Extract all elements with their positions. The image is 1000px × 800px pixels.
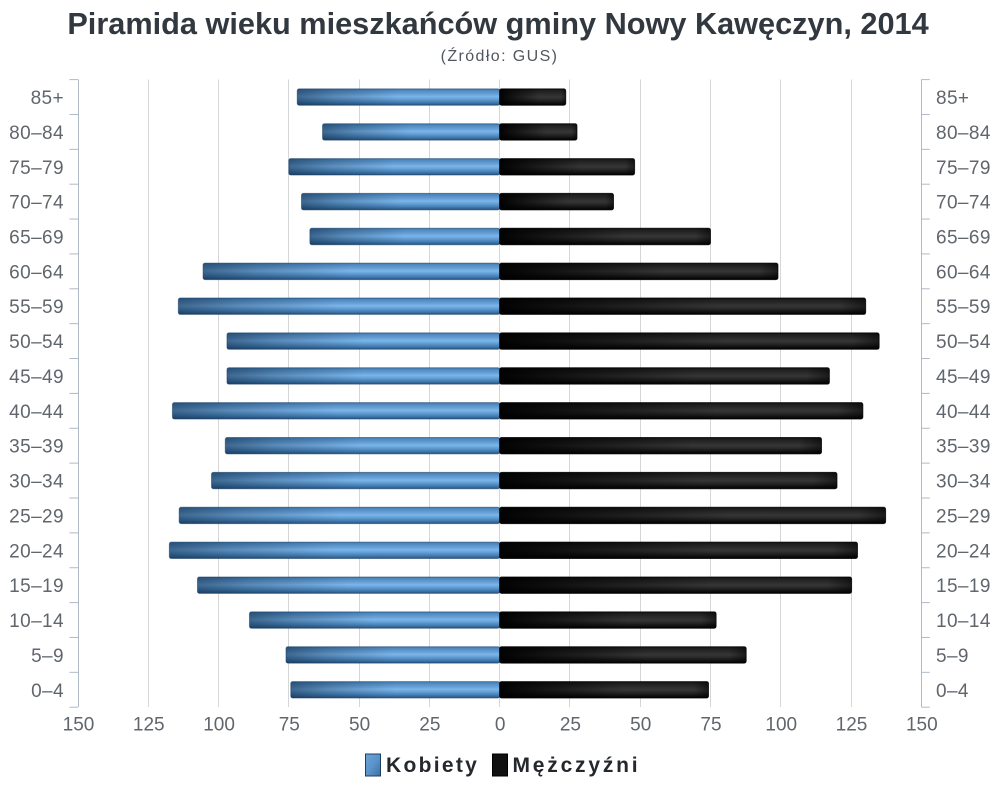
- svg-text:50: 50: [630, 715, 651, 736]
- svg-text:75: 75: [279, 715, 300, 736]
- svg-text:25: 25: [419, 715, 440, 736]
- svg-text:75–79: 75–79: [936, 158, 991, 179]
- svg-text:70–74: 70–74: [936, 193, 991, 214]
- svg-text:150: 150: [63, 715, 95, 736]
- svg-text:50–54: 50–54: [936, 332, 991, 353]
- svg-text:15–19: 15–19: [936, 576, 991, 597]
- svg-text:50: 50: [349, 715, 370, 736]
- svg-text:55–59: 55–59: [9, 297, 64, 318]
- svg-text:30–34: 30–34: [936, 472, 991, 493]
- svg-text:Kobiety: Kobiety: [386, 754, 479, 777]
- svg-text:5–9: 5–9: [31, 646, 64, 667]
- svg-text:45–49: 45–49: [936, 367, 991, 388]
- svg-text:25: 25: [560, 715, 581, 736]
- svg-text:125: 125: [836, 715, 868, 736]
- svg-text:150: 150: [906, 715, 938, 736]
- svg-text:15–19: 15–19: [9, 576, 64, 597]
- svg-text:10–14: 10–14: [936, 611, 991, 632]
- svg-text:25–29: 25–29: [936, 506, 991, 527]
- svg-text:40–44: 40–44: [936, 402, 991, 423]
- svg-text:50–54: 50–54: [9, 332, 64, 353]
- svg-text:10–14: 10–14: [9, 611, 64, 632]
- svg-text:100: 100: [765, 715, 797, 736]
- svg-text:125: 125: [133, 715, 165, 736]
- svg-text:65–69: 65–69: [936, 228, 991, 249]
- svg-text:85+: 85+: [31, 88, 64, 109]
- svg-text:0: 0: [495, 715, 506, 736]
- svg-text:20–24: 20–24: [936, 541, 991, 562]
- svg-text:5–9: 5–9: [936, 646, 969, 667]
- svg-text:25–29: 25–29: [9, 506, 64, 527]
- svg-text:100: 100: [203, 715, 235, 736]
- svg-text:60–64: 60–64: [9, 262, 64, 283]
- svg-text:20–24: 20–24: [9, 541, 64, 562]
- svg-text:35–39: 35–39: [9, 437, 64, 458]
- svg-text:0–4: 0–4: [31, 681, 64, 702]
- svg-text:40–44: 40–44: [9, 402, 64, 423]
- svg-text:35–39: 35–39: [936, 437, 991, 458]
- svg-text:80–84: 80–84: [9, 123, 64, 144]
- svg-text:0–4: 0–4: [936, 681, 969, 702]
- svg-text:Piramida wieku mieszkańców gmi: Piramida wieku mieszkańców gminy Nowy Ka…: [67, 6, 928, 41]
- svg-text:85+: 85+: [936, 88, 969, 109]
- svg-text:75: 75: [700, 715, 721, 736]
- svg-text:(Źródło: GUS): (Źródło: GUS): [441, 46, 559, 65]
- svg-text:45–49: 45–49: [9, 367, 64, 388]
- svg-text:30–34: 30–34: [9, 472, 64, 493]
- svg-text:65–69: 65–69: [9, 228, 64, 249]
- svg-text:75–79: 75–79: [9, 158, 64, 179]
- svg-text:80–84: 80–84: [936, 123, 991, 144]
- svg-text:Mężczyźni: Mężczyźni: [513, 754, 641, 777]
- svg-text:55–59: 55–59: [936, 297, 991, 318]
- svg-text:60–64: 60–64: [936, 262, 991, 283]
- svg-text:70–74: 70–74: [9, 193, 64, 214]
